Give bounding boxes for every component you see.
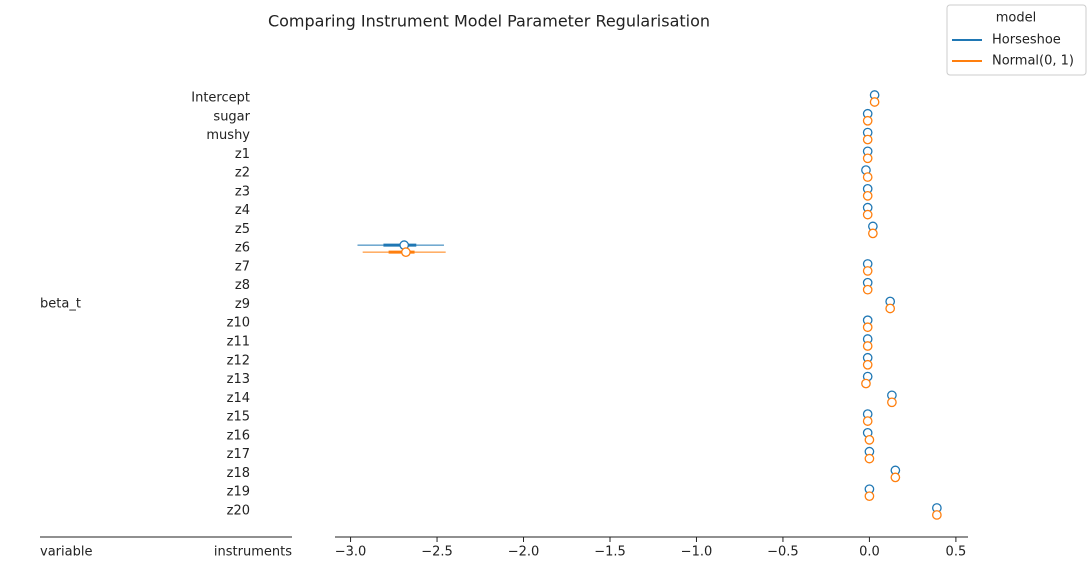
point [862, 341, 873, 351]
x-tick-label: −3.0 [335, 545, 367, 560]
x-tick-label: 0.0 [859, 545, 880, 560]
y-tick-label: z12 [227, 353, 250, 368]
y-tick-label: z8 [235, 278, 250, 293]
legend-title: model [996, 11, 1036, 26]
legend-label: Horseshoe [992, 33, 1061, 48]
y-tick-label: z17 [227, 447, 250, 462]
column-label: instruments [214, 545, 292, 560]
y-tick-label: z19 [227, 485, 250, 500]
x-tick-label: −2.5 [421, 545, 453, 560]
point [862, 266, 873, 276]
point [862, 191, 873, 201]
y-tick-label: z5 [235, 222, 250, 237]
point [862, 416, 873, 426]
point [868, 228, 878, 239]
point [864, 435, 875, 445]
point [401, 247, 411, 258]
y-tick-label: z10 [227, 316, 250, 331]
y-tick-label: z13 [227, 372, 250, 387]
group-label: beta_t [40, 297, 81, 312]
point [864, 491, 875, 502]
x-tick-label: −2.0 [508, 545, 540, 560]
column-label: variable [40, 545, 92, 560]
y-tick-label: z18 [227, 466, 250, 481]
point [862, 209, 873, 220]
point [862, 115, 873, 126]
point [890, 472, 901, 483]
y-tick-label: z16 [227, 428, 250, 443]
chart-title: Comparing Instrument Model Parameter Reg… [268, 12, 710, 31]
x-tick-label: 0.5 [946, 545, 967, 560]
y-tick-label: z2 [235, 166, 250, 181]
y-tick-label: z9 [235, 297, 250, 312]
y-tick-label: z1 [235, 147, 250, 162]
point [862, 284, 873, 295]
point [862, 134, 873, 145]
legend [946, 4, 1087, 76]
y-tick-label: z11 [227, 335, 250, 350]
x-tick-label: −1.0 [681, 545, 713, 560]
y-tick-label: z4 [235, 203, 250, 218]
point [869, 97, 880, 107]
point [864, 453, 875, 464]
y-tick-label: mushy [206, 128, 250, 143]
point [862, 359, 873, 370]
point [887, 397, 897, 408]
y-tick-label: z3 [235, 184, 250, 199]
point [862, 153, 873, 164]
point [861, 378, 871, 389]
y-tick-label: z15 [227, 410, 250, 425]
y-tick-label: z14 [227, 391, 250, 406]
y-tick-label: sugar [213, 109, 250, 124]
point [862, 172, 873, 182]
point [885, 303, 896, 314]
point [932, 510, 942, 520]
x-tick-label: −1.5 [594, 545, 626, 560]
y-tick-label: Intercept [191, 91, 250, 106]
x-tick-label: −0.5 [767, 545, 799, 560]
legend-label: Normal(0, 1) [992, 54, 1074, 69]
point [862, 322, 873, 333]
y-tick-label: z20 [227, 503, 250, 518]
y-tick-label: z6 [235, 241, 250, 256]
y-tick-label: z7 [235, 259, 250, 274]
